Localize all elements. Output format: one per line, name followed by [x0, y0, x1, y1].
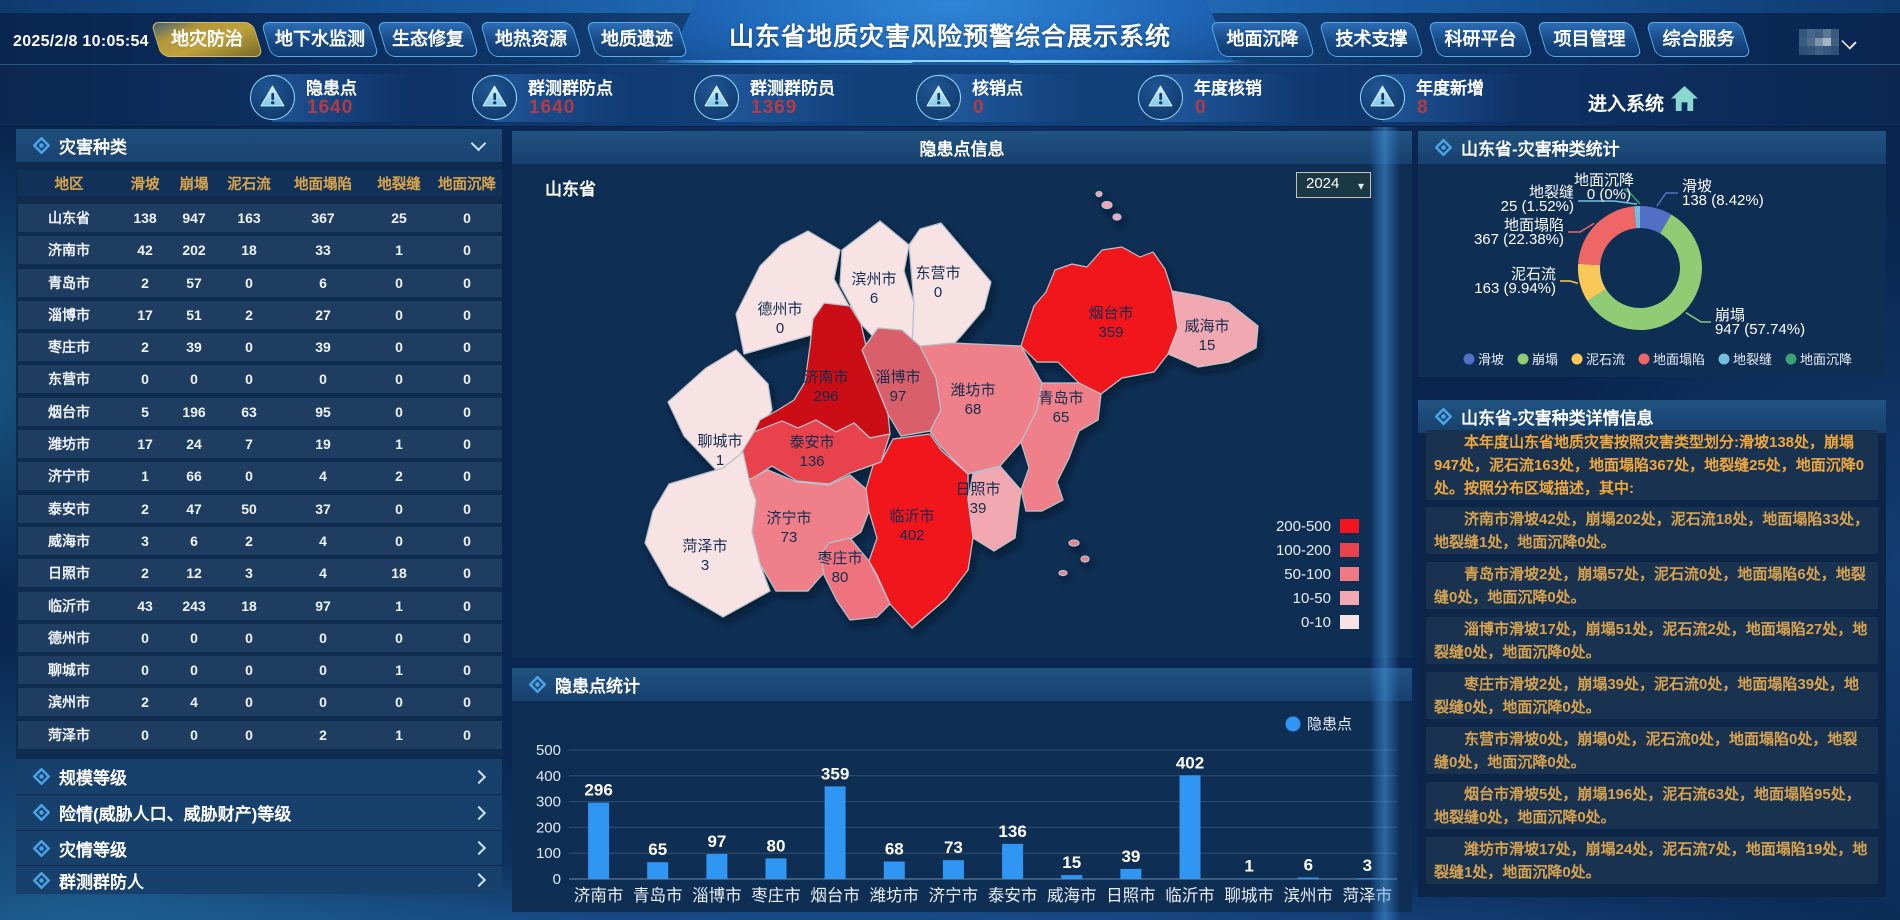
svg-text:6: 6: [870, 290, 878, 307]
svg-text:地面沉降: 地面沉降: [1574, 172, 1634, 189]
svg-text:济宁市: 济宁市: [929, 886, 979, 905]
svg-text:3: 3: [1363, 856, 1372, 875]
svg-text:296: 296: [584, 781, 612, 800]
svg-text:菏泽市: 菏泽市: [682, 538, 727, 555]
svg-text:地裂缝: 地裂缝: [1529, 184, 1574, 201]
svg-text:滨州市: 滨州市: [851, 271, 896, 288]
svg-text:烟台市: 烟台市: [1088, 305, 1133, 322]
svg-text:296: 296: [813, 388, 838, 405]
svg-text:300: 300: [536, 794, 561, 811]
svg-text:65: 65: [1053, 409, 1070, 426]
svg-text:136: 136: [799, 453, 824, 470]
svg-text:地面塌陷: 地面塌陷: [1504, 217, 1564, 234]
svg-text:65: 65: [648, 840, 667, 859]
svg-text:泥石流: 泥石流: [1511, 266, 1556, 283]
svg-text:97: 97: [890, 388, 907, 405]
svg-text:39: 39: [970, 500, 987, 517]
svg-text:80: 80: [767, 836, 786, 855]
svg-text:潍坊市: 潍坊市: [870, 886, 920, 905]
svg-text:163 (9.94%): 163 (9.94%): [1474, 280, 1556, 297]
svg-text:97: 97: [707, 832, 726, 851]
svg-text:6: 6: [1304, 856, 1313, 875]
svg-text:威海市: 威海市: [1047, 886, 1097, 905]
svg-text:1: 1: [716, 452, 724, 469]
svg-text:隐患点: 隐患点: [1307, 716, 1352, 733]
svg-text:500: 500: [536, 742, 561, 759]
svg-text:0: 0: [934, 284, 942, 301]
svg-text:泥石流: 泥石流: [1586, 352, 1625, 367]
svg-text:滑坡: 滑坡: [1682, 178, 1712, 195]
svg-text:德州市: 德州市: [757, 300, 802, 318]
svg-text:日照市: 日照市: [955, 481, 1000, 498]
svg-text:枣庄市: 枣庄市: [751, 886, 801, 905]
svg-text:68: 68: [965, 401, 982, 418]
svg-text:威海市: 威海市: [1184, 318, 1229, 335]
svg-text:367 (22.38%): 367 (22.38%): [1474, 231, 1564, 248]
svg-text:地面塌陷: 地面塌陷: [1653, 352, 1705, 367]
svg-text:临沂市: 临沂市: [1165, 886, 1215, 905]
svg-text:0 (0%): 0 (0%): [1587, 186, 1631, 203]
svg-text:临沂市: 临沂市: [889, 508, 934, 525]
svg-text:402: 402: [1176, 753, 1204, 772]
svg-text:泰安市: 泰安市: [789, 434, 834, 451]
svg-text:潍坊市: 潍坊市: [950, 382, 995, 399]
svg-text:泰安市: 泰安市: [988, 886, 1038, 905]
svg-text:138 (8.42%): 138 (8.42%): [1682, 192, 1764, 209]
svg-text:15: 15: [1199, 337, 1216, 354]
svg-text:日照市: 日照市: [1106, 886, 1156, 905]
svg-text:0: 0: [776, 320, 784, 337]
svg-text:地裂缝: 地裂缝: [1733, 352, 1772, 367]
svg-text:济南市: 济南市: [574, 886, 624, 905]
svg-text:地面沉降: 地面沉降: [1800, 352, 1852, 367]
svg-text:73: 73: [944, 838, 963, 857]
svg-text:1: 1: [1244, 857, 1253, 876]
svg-text:滑坡: 滑坡: [1478, 352, 1504, 367]
svg-text:崩塌: 崩塌: [1715, 307, 1745, 324]
svg-text:淄博市: 淄博市: [875, 369, 920, 386]
svg-text:359: 359: [821, 764, 849, 783]
svg-text:滨州市: 滨州市: [1284, 886, 1334, 905]
svg-text:100: 100: [536, 845, 561, 862]
svg-text:青岛市: 青岛市: [633, 886, 683, 905]
svg-text:聊城市: 聊城市: [697, 433, 742, 450]
svg-text:崩塌: 崩塌: [1532, 352, 1558, 367]
svg-text:枣庄市: 枣庄市: [817, 549, 862, 567]
svg-text:25 (1.52%): 25 (1.52%): [1501, 198, 1574, 215]
svg-text:359: 359: [1098, 324, 1123, 341]
svg-text:402: 402: [899, 527, 924, 544]
svg-text:0: 0: [553, 871, 561, 888]
svg-text:3: 3: [701, 557, 709, 574]
svg-text:73: 73: [781, 529, 798, 546]
svg-text:东营市: 东营市: [915, 265, 960, 282]
svg-text:聊城市: 聊城市: [1224, 886, 1274, 905]
svg-text:烟台市: 烟台市: [810, 886, 860, 905]
svg-text:80: 80: [832, 569, 849, 586]
svg-text:68: 68: [885, 840, 904, 859]
svg-text:济南市: 济南市: [803, 369, 848, 386]
svg-text:淄博市: 淄博市: [692, 886, 742, 905]
svg-text:200: 200: [536, 819, 561, 836]
svg-text:136: 136: [998, 822, 1026, 841]
svg-text:济宁市: 济宁市: [766, 510, 811, 527]
svg-text:39: 39: [1121, 847, 1140, 866]
svg-text:400: 400: [536, 768, 561, 785]
svg-text:青岛市: 青岛市: [1038, 390, 1083, 407]
svg-text:947 (57.74%): 947 (57.74%): [1715, 321, 1805, 338]
svg-text:15: 15: [1062, 853, 1081, 872]
